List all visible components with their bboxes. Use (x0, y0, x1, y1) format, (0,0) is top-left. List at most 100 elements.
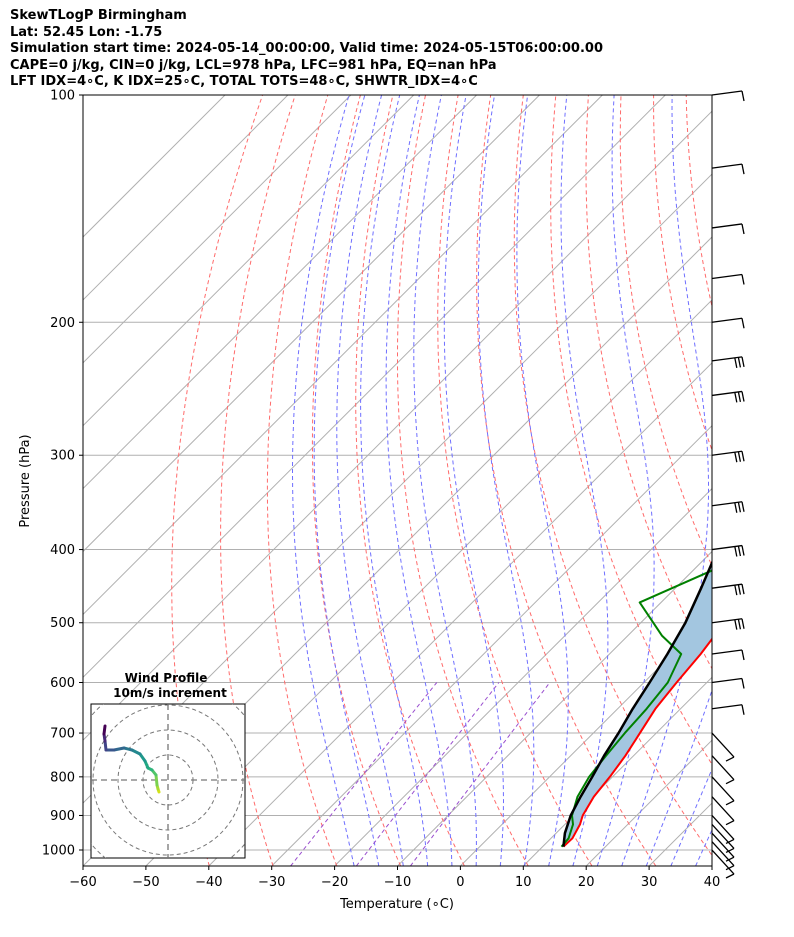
dry-adiabat (513, 95, 712, 857)
dry-adiabat (653, 95, 712, 452)
mixing-ratio-lines (290, 682, 551, 866)
barb-staff (711, 677, 743, 684)
dry-adiabat (397, 95, 529, 866)
hodograph-segment (103, 739, 108, 752)
mixing-ratio-line (409, 682, 551, 866)
moist-adiabat (695, 828, 712, 866)
wind-barb (711, 677, 745, 689)
wind-barb (711, 618, 745, 630)
isotherm (83, 95, 666, 679)
x-tick-label: 20 (578, 875, 595, 890)
barb-staff (711, 618, 743, 624)
location-line: Lat: 52.45 Lon: -1.75 (10, 24, 163, 40)
barb-feather (734, 585, 738, 596)
mixing-ratio-line (290, 682, 438, 866)
barb-feather (734, 502, 738, 513)
y-tick-label: 700 (50, 727, 75, 742)
barb-feather (725, 873, 735, 879)
isotherm (711, 865, 712, 866)
barb-feather (725, 838, 735, 845)
barb-feather (737, 357, 742, 368)
barb-staff (711, 823, 735, 849)
barb-feather (741, 451, 745, 462)
cin-area (563, 562, 712, 847)
barb-feather (737, 584, 742, 595)
moist-adiabat (621, 95, 709, 866)
barb-feather (725, 800, 735, 806)
y-tick-label: 500 (50, 616, 75, 631)
x-tick-label: −10 (384, 875, 411, 890)
moist-adiabat (477, 95, 535, 866)
barb-staff (711, 755, 735, 781)
moist-adiabat (670, 767, 712, 866)
dewpoint-line (560, 569, 712, 848)
barb-staff (711, 90, 743, 96)
barb-staff (711, 815, 735, 840)
x-tick-label: −60 (69, 875, 96, 890)
barb-feather (725, 856, 735, 862)
dry-adiabat (220, 95, 296, 866)
wind-barb (711, 356, 745, 368)
barb-feather (741, 164, 745, 175)
moist-adiabat (313, 95, 380, 866)
barb-feather (734, 452, 738, 463)
dry-adiabat (619, 95, 712, 567)
y-tick-label: 900 (50, 809, 75, 824)
inset-title: Wind Profile (125, 671, 208, 685)
barb-feather (737, 451, 742, 462)
x-tick-label: 10 (515, 875, 532, 890)
isotherm (648, 802, 712, 866)
barb-staff (711, 390, 743, 397)
isotherm (145, 299, 712, 866)
wind-barb (711, 273, 745, 285)
barb-staff (711, 849, 735, 875)
moist-adiabat (560, 95, 609, 866)
moist-adiabat (443, 95, 504, 866)
barb-feather (737, 502, 742, 513)
y-tick-label: 1000 (42, 844, 75, 859)
barb-feather (734, 392, 738, 403)
moist-adiabat (516, 95, 569, 866)
chart-header: SkewTLogP Birmingham Lat: 52.45 Lon: -1.… (10, 8, 603, 91)
isotherm (83, 95, 226, 238)
barb-feather (741, 274, 745, 285)
moist-adiabat (360, 95, 429, 866)
chart-title: SkewTLogP Birmingham (10, 8, 187, 23)
hodograph-rings (91, 704, 245, 858)
cape-cin-fill (563, 562, 712, 847)
isotherm (83, 95, 289, 301)
barb-feather (741, 318, 745, 329)
hodograph-segment (154, 773, 159, 787)
isotherm (271, 424, 712, 866)
parcel-line (562, 559, 712, 847)
isotherm (208, 362, 712, 866)
isotherm (83, 110, 712, 741)
barb-feather (741, 649, 745, 661)
barb-feather (725, 756, 735, 762)
moist-adiabat (413, 95, 477, 866)
dry-adiabat (585, 95, 712, 670)
moist-adiabats (292, 95, 712, 866)
wind-barb (711, 649, 745, 661)
barb-feather (741, 356, 745, 368)
wind-barbs (711, 90, 745, 879)
x-axis: −60 −50 −40 −30 −20 −10 0 10 20 30 40 (69, 866, 720, 890)
moist-adiabat (645, 688, 712, 866)
y-tick-label: 400 (50, 543, 75, 558)
moist-adiabat (596, 95, 655, 866)
barb-feather (725, 847, 735, 854)
x-tick-label: −20 (321, 875, 348, 890)
wind-barb (711, 796, 735, 826)
wind-barb (711, 163, 745, 175)
barb-staff (711, 649, 743, 655)
barb-feather (725, 779, 735, 785)
barb-feather (741, 501, 745, 512)
barb-feather (741, 90, 745, 102)
barb-feather (737, 619, 742, 630)
profiles (560, 559, 712, 848)
barb-staff (711, 273, 743, 280)
dry-adiabat (476, 95, 657, 866)
barb-feather (741, 584, 745, 595)
y-axis-label: Pressure (hPa) (18, 434, 33, 527)
y-tick-label: 300 (50, 449, 75, 464)
